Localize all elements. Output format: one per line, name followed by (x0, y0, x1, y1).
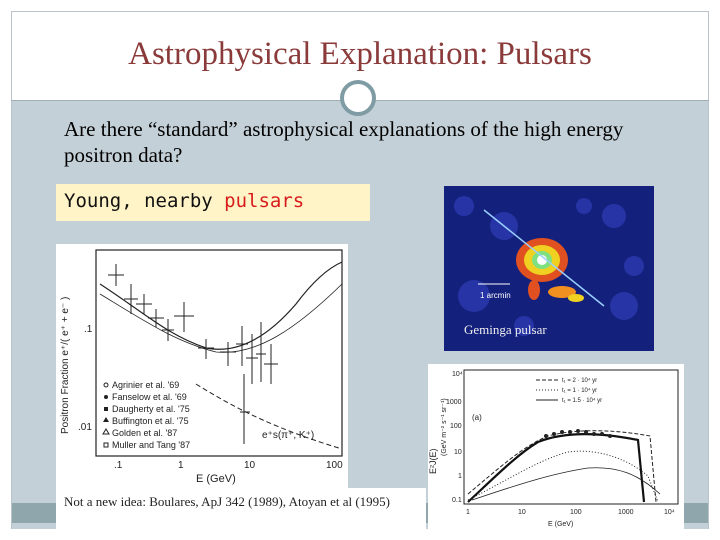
highlight-prefix: Young, nearby (64, 190, 225, 212)
bullet-text: Are there “standard” astrophysical expla… (64, 117, 624, 167)
x-axis-label: E (GeV) (196, 473, 236, 485)
pulsar-spectrum-svg: E²J(E) (GeV m⁻² s⁻¹ sr⁻¹) 10⁴ 1000 100 1… (428, 369, 679, 528)
y-axis-units: (GeV m⁻² s⁻¹ sr⁻¹) (441, 398, 448, 456)
legend-entry: Golden et al. '87 (112, 428, 177, 438)
y-tick: .1 (84, 324, 93, 335)
model-curve (99, 261, 343, 350)
spectrum-curve-thin (471, 467, 661, 501)
plot-frame (463, 369, 679, 505)
x-tick: .1 (114, 460, 123, 471)
plot-frame (95, 249, 343, 457)
citation-caption: Not a new idea: Boulares, ApJ 342 (1989)… (64, 494, 391, 509)
legend: Agrinier et al. '69 Fanselow et al. '69 … (112, 380, 190, 450)
x-tick: 100 (326, 460, 343, 471)
legend-entry: Muller and Tang '87 (112, 440, 190, 450)
model-curve-alt (99, 283, 343, 353)
x-tick: 1 (178, 460, 184, 471)
legend-entry: Agrinier et al. '69 (112, 380, 179, 390)
scale-label: 1 arcmin (480, 291, 511, 300)
annotation-label: e⁺s(π⁺, K⁺) (262, 430, 314, 441)
legend-entry: Daugherty et al. '75 (112, 404, 190, 414)
highlight-word: pulsars (224, 190, 305, 212)
spectrum-curve-dotted (467, 450, 659, 503)
x-axis-label: E (GeV) (548, 521, 573, 528)
data-points (108, 264, 278, 444)
y-tick: 1 (458, 473, 462, 480)
geminga-xray-map: 1 arcmin (444, 186, 654, 351)
y-tick: 10⁴ (452, 371, 463, 378)
highlight-box (56, 184, 370, 221)
geminga-label: Geminga pulsar (464, 322, 547, 337)
x-tick: 10⁴ (664, 509, 675, 516)
legend-entry: Fanselow et al. '69 (112, 392, 187, 402)
geminga-pulsar-image: 1 arcmin (444, 186, 654, 351)
y-axis-label: E²J(E) (428, 449, 438, 475)
x-tick: 10 (518, 509, 526, 516)
x-axis-symbol: E (548, 521, 553, 528)
panel-label: (a) (472, 413, 482, 422)
legend-lines (536, 379, 558, 401)
y-axis-label: Positron Fraction e⁺/( e⁺ + e⁻ ) (60, 297, 71, 434)
x-axis-units: (GeV) (555, 521, 574, 528)
positron-fraction-svg: Positron Fraction e⁺/( e⁺ + e⁻ ) .1 .01 … (60, 249, 343, 485)
spectrum-data-points (544, 429, 612, 438)
legend-entry: t₁ = 1 · 10⁴ yr (562, 387, 597, 394)
y-tick: 10 (454, 449, 462, 456)
legend-entry: t₁ = 2 · 10⁴ yr (562, 377, 597, 384)
pulsar-spectrum-plot: E²J(E) (GeV m⁻² s⁻¹ sr⁻¹) 10⁴ 1000 100 1… (428, 364, 684, 530)
y-tick: 100 (450, 423, 462, 430)
legend: t₁ = 2 · 10⁴ yr t₁ = 1 · 10⁴ yr t₁ = 1.5… (562, 377, 602, 404)
caption-background (56, 488, 426, 529)
y-tick: 0.1 (452, 497, 462, 504)
legend-entry: t₁ = 1.5 · 10⁴ yr (562, 397, 602, 404)
slide-title: Astrophysical Explanation: Pulsars (128, 36, 592, 72)
legend-markers (102, 382, 110, 448)
legend-entry: Buffington et al. '75 (112, 416, 189, 426)
divider-circle-ornament (340, 80, 376, 116)
x-tick: 1000 (618, 509, 634, 516)
x-tick: 1 (466, 509, 470, 516)
positron-fraction-plot: Positron Fraction e⁺/( e⁺ + e⁻ ) .1 .01 … (56, 244, 348, 488)
y-tick: 1000 (446, 399, 462, 406)
x-tick: 10 (244, 460, 256, 471)
x-tick: 100 (570, 509, 582, 516)
spectrum-curve-dashed (467, 430, 657, 503)
secondary-production-curve (195, 383, 343, 450)
y-tick: .01 (78, 422, 92, 433)
highlight-text: Young, nearby pulsars (64, 190, 304, 212)
spectrum-curve-main (467, 433, 646, 503)
